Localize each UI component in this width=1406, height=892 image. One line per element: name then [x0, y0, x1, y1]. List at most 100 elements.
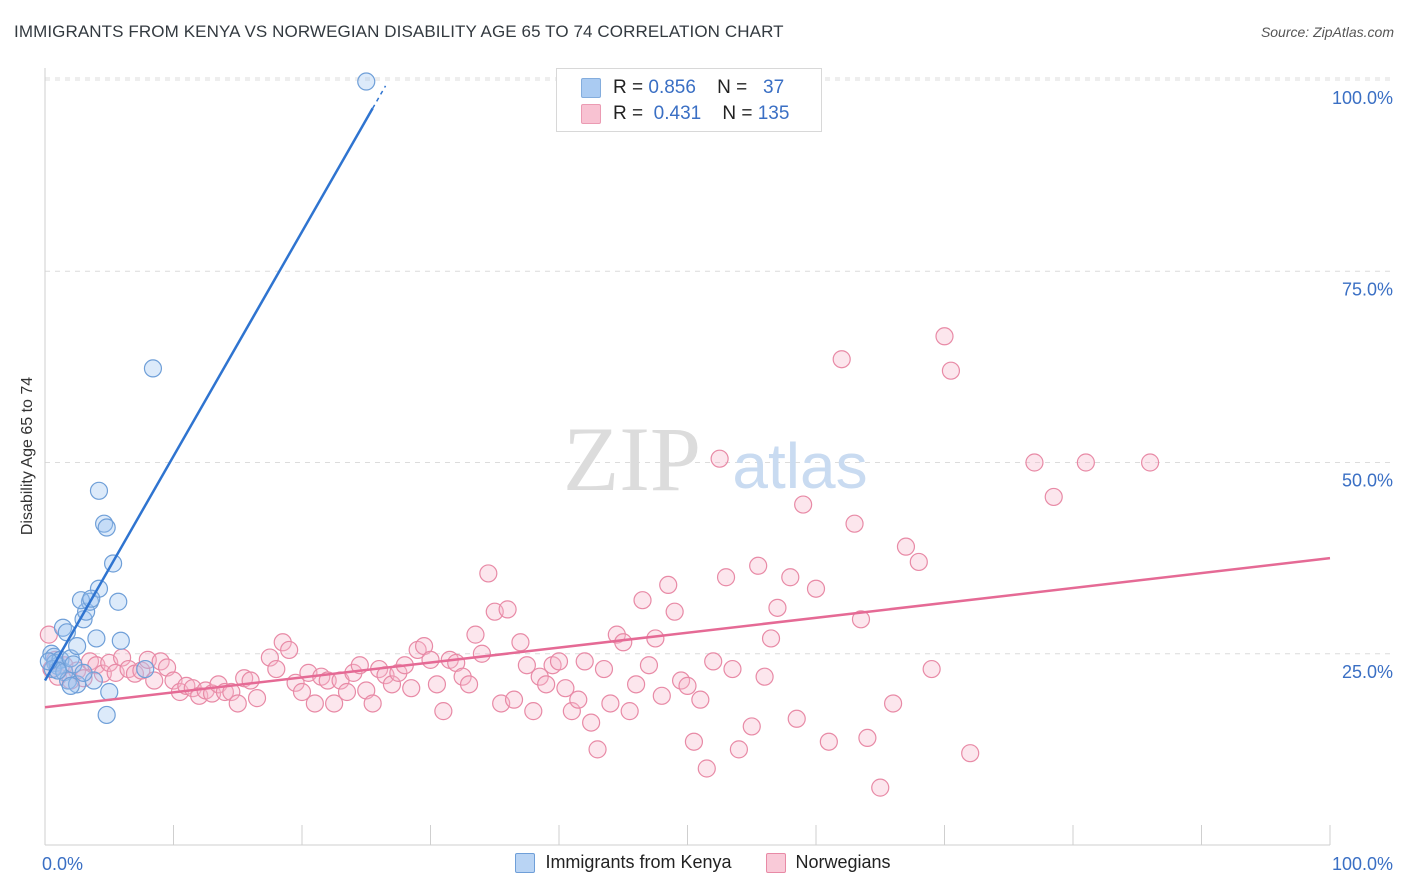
norwegians-point — [704, 652, 723, 671]
norwegians-point — [459, 675, 479, 694]
norwegians-point — [504, 690, 524, 709]
norwegians-point — [479, 564, 498, 583]
norwegians-point — [511, 633, 530, 652]
kenya-point — [111, 631, 130, 650]
y-tick-label: 75.0% — [1342, 279, 1393, 299]
kenya-point — [68, 675, 87, 694]
norwegians-point — [806, 579, 826, 598]
norwegians-point — [620, 702, 639, 721]
norwegians-point — [582, 713, 601, 732]
norwegians-trend-line — [44, 556, 1331, 709]
correlation-legend: R = 0.856 N = 37 R = 0.431 N = 135 — [556, 68, 822, 132]
norwegians-point — [1076, 453, 1095, 472]
kenya-point — [68, 636, 87, 656]
kenya-point — [97, 518, 116, 537]
legend-n-label: N = — [717, 77, 748, 98]
norwegians-point — [729, 740, 749, 759]
norwegians-point — [556, 679, 575, 698]
legend-item-norwegians[interactable]: Norwegians — [765, 852, 891, 873]
y-axis-label: Disability Age 65 to 74 — [19, 376, 36, 536]
kenya-point — [74, 663, 93, 682]
norwegians-point — [427, 675, 447, 694]
norwegians-point — [537, 675, 556, 694]
legend-label-norwegians: Norwegians — [795, 852, 891, 872]
norwegians-point — [575, 652, 594, 671]
legend-row-norwegians: R = 0.431 N = 135 — [581, 103, 789, 125]
legend-n-value: 135 — [757, 103, 790, 124]
legend-swatch-norwegians — [581, 104, 601, 124]
norwegians-point — [325, 694, 344, 713]
norwegians-point — [710, 449, 729, 468]
norwegians-point — [858, 728, 877, 748]
norwegians-point — [562, 702, 581, 721]
norwegians-point — [549, 652, 569, 671]
norwegians-point — [909, 552, 928, 572]
norwegians-point — [569, 690, 588, 709]
norwegians-point — [787, 709, 806, 728]
norwegians-point — [363, 694, 382, 713]
kenya-point — [109, 592, 128, 611]
norwegians-point — [524, 702, 543, 721]
axes — [44, 68, 1331, 846]
norwegians-point — [716, 568, 736, 587]
kenya-point — [357, 72, 376, 91]
norwegians-point — [588, 740, 607, 759]
norwegians-point — [260, 648, 279, 667]
watermark-atlas: atlas — [732, 430, 867, 502]
norwegians-point — [742, 717, 761, 736]
kenya-point — [87, 629, 106, 648]
norwegians-point — [941, 361, 961, 380]
norwegians-point — [382, 675, 402, 694]
norwegians-point — [832, 350, 851, 369]
norwegians-point — [684, 732, 704, 751]
norwegians-point — [768, 598, 787, 617]
norwegians-point — [280, 640, 299, 660]
norwegians-point — [228, 694, 247, 713]
norwegians-point — [819, 732, 838, 751]
norwegians-point — [498, 600, 517, 619]
chart-title: IMMIGRANTS FROM KENYA VS NORWEGIAN DISAB… — [14, 22, 784, 41]
norwegians-point — [247, 689, 267, 708]
legend-swatch-norwegians — [765, 852, 786, 873]
norwegians-point — [594, 659, 614, 679]
x-tick-label: 100.0% — [1332, 854, 1393, 874]
norwegians-point — [222, 682, 241, 702]
norwegians-point — [421, 650, 440, 669]
norwegians-point — [665, 602, 684, 621]
norwegians-point — [896, 537, 916, 556]
legend-r-label: R = — [613, 103, 644, 124]
norwegians-points — [39, 327, 1160, 797]
legend-r-value: 0.856 — [648, 77, 696, 98]
norwegians-point — [845, 514, 864, 533]
kenya-point — [89, 481, 109, 500]
norwegians-point — [305, 694, 324, 713]
series-legend: Immigrants from Kenya Norwegians — [0, 852, 1406, 873]
norwegians-point — [466, 625, 485, 644]
tick-labels: 25.0% 50.0% 75.0% 100.0% 0.0% 100.0% — [42, 88, 1393, 874]
x-tick-label: 0.0% — [42, 854, 83, 874]
norwegians-point — [922, 659, 941, 679]
norwegians-point — [697, 759, 716, 778]
y-tick-label: 50.0% — [1342, 471, 1393, 491]
legend-r-label: R = — [613, 77, 644, 98]
norwegians-point — [267, 659, 286, 679]
norwegians-point — [1044, 487, 1063, 507]
norwegians-point — [659, 575, 678, 595]
norwegians-point — [883, 694, 903, 713]
watermark: ZIP atlas — [563, 408, 868, 510]
norwegians-point — [614, 633, 633, 652]
norwegians-point — [871, 778, 890, 797]
norwegians-point — [794, 495, 813, 514]
norwegians-point — [601, 694, 620, 713]
kenya-point — [97, 705, 116, 725]
legend-item-kenya[interactable]: Immigrants from Kenya — [515, 852, 732, 873]
kenya-trend-extension — [372, 85, 387, 109]
kenya-trend-line — [43, 107, 374, 682]
norwegians-point — [678, 676, 697, 695]
y-tick-label: 25.0% — [1342, 662, 1393, 682]
legend-label-kenya: Immigrants from Kenya — [545, 852, 732, 872]
norwegians-point — [633, 591, 652, 610]
norwegians-point — [935, 327, 954, 346]
norwegians-point — [639, 656, 659, 675]
